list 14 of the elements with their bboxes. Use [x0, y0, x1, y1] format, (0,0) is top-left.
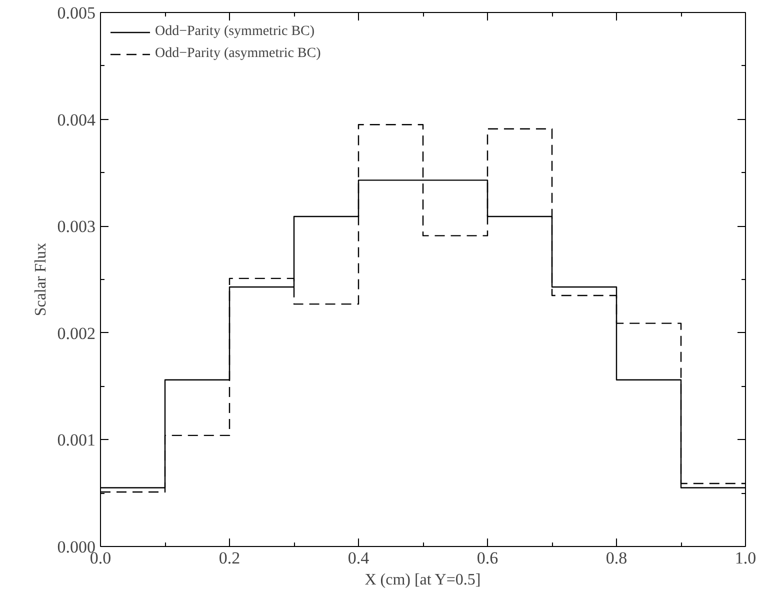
x-tick-label: 0.8 — [606, 548, 628, 568]
x-tick-label: 0.2 — [218, 548, 240, 568]
x-tick-label: 0.4 — [348, 548, 370, 568]
y-tick-label: 0.005 — [57, 4, 96, 22]
y-tick-label: 0.001 — [57, 430, 96, 450]
legend-label: Odd−Parity (asymmetric BC) — [155, 46, 321, 62]
legend-label: Odd−Parity (symmetric BC) — [155, 24, 315, 40]
y-tick-label: 0.003 — [57, 217, 96, 236]
y-axis-title: Scalar Flux — [32, 242, 50, 316]
x-tick-label: 0.6 — [476, 548, 498, 568]
x-tick-label: 1.0 — [734, 548, 756, 568]
x-axis-title: X (cm) [at Y=0.5] — [364, 572, 481, 588]
y-tick-label: 0.004 — [57, 110, 96, 130]
y-tick-label: 0.002 — [57, 324, 96, 343]
